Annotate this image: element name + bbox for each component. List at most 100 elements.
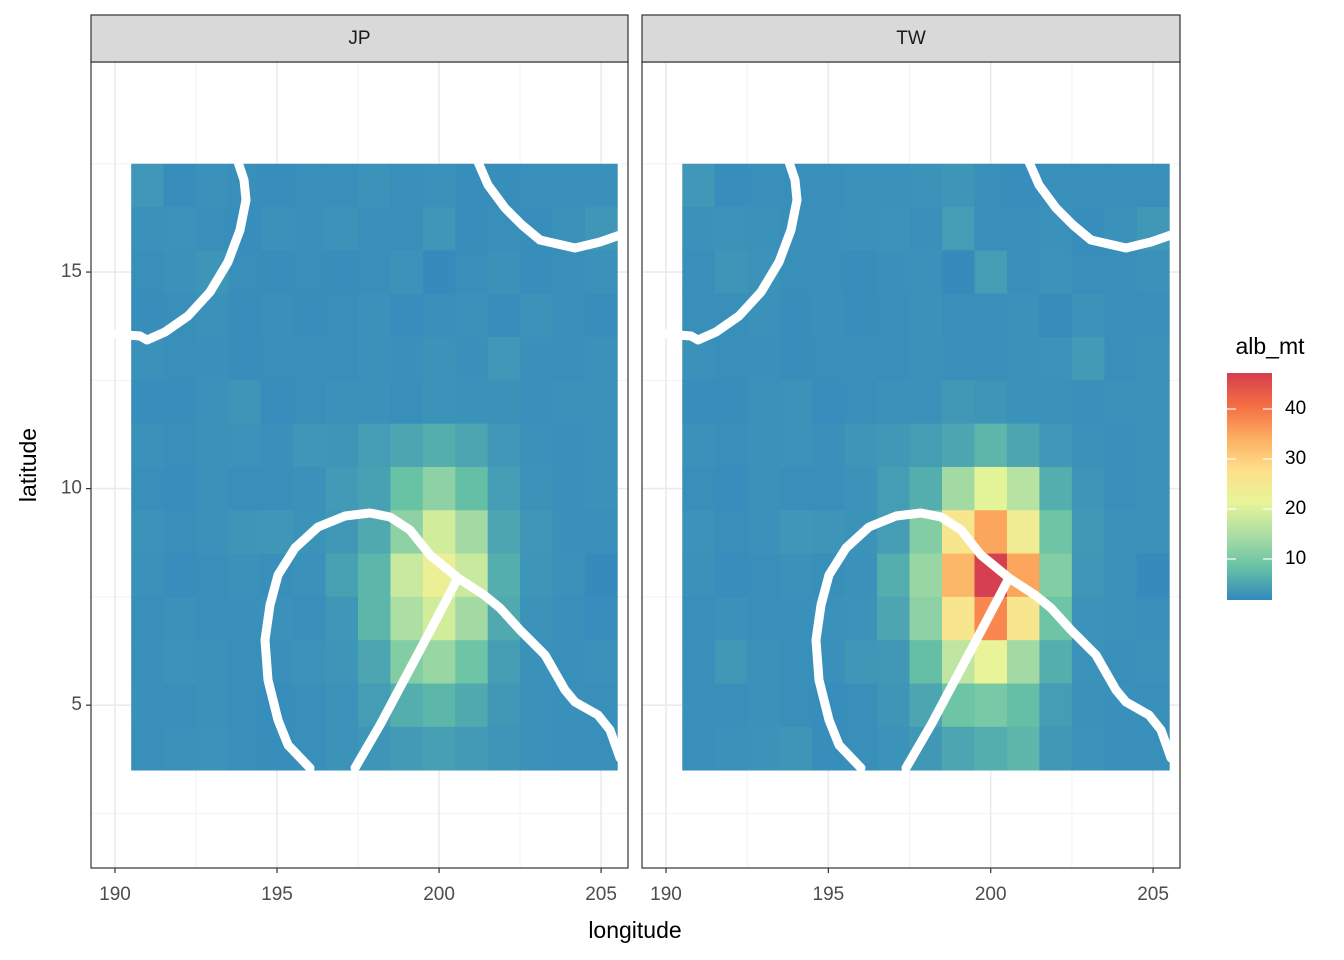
heat-cell	[520, 380, 553, 425]
heat-cell	[747, 163, 781, 208]
heat-cell	[260, 207, 294, 251]
heat-cell	[1039, 553, 1073, 598]
heat-cell	[1071, 423, 1105, 468]
heat-cell	[844, 553, 878, 598]
heat-cell	[131, 423, 164, 468]
heat-cell	[520, 683, 553, 728]
heat-cell	[552, 250, 586, 295]
heat-cell	[487, 510, 521, 554]
heat-cell	[779, 596, 813, 641]
heat-cell	[390, 207, 424, 251]
heat-cell	[1071, 553, 1105, 598]
heat-cell	[487, 423, 521, 468]
heat-cell	[552, 510, 586, 554]
heat-cell	[682, 163, 716, 208]
heat-cell	[422, 207, 456, 251]
heat-cell	[1006, 640, 1040, 684]
heat-cell	[552, 380, 586, 425]
heat-cell	[1071, 337, 1105, 381]
heat-cell	[293, 380, 327, 425]
heat-cell	[422, 163, 456, 208]
heat-cell	[909, 250, 943, 295]
heat-cell	[325, 293, 359, 338]
heat-cell	[228, 337, 262, 381]
heat-cell	[455, 207, 489, 251]
heat-cell	[196, 510, 229, 554]
heat-cell	[358, 207, 391, 251]
heat-cell	[1136, 250, 1170, 295]
heat-cell	[487, 337, 521, 381]
heat-cell	[1104, 466, 1138, 511]
heat-cell	[228, 640, 262, 684]
heat-cell	[974, 466, 1008, 511]
heat-cell	[877, 640, 910, 684]
heat-cell	[714, 683, 748, 728]
heat-cell	[293, 423, 327, 468]
heat-cell	[390, 726, 424, 771]
heat-cell	[1006, 423, 1040, 468]
heat-cell	[942, 337, 975, 381]
heat-cell	[1136, 640, 1170, 684]
heat-cell	[487, 683, 521, 728]
heat-cell	[779, 423, 813, 468]
heat-cell	[163, 683, 197, 728]
heat-cell	[844, 380, 878, 425]
heat-cell	[779, 510, 813, 554]
heat-cell	[196, 596, 229, 641]
heat-cell	[877, 250, 910, 295]
heat-cell	[779, 337, 813, 381]
y-axis-label: latitude	[15, 428, 41, 502]
heat-cell	[974, 726, 1008, 771]
heat-cell	[942, 726, 975, 771]
heat-cell	[877, 596, 910, 641]
heat-cell	[325, 596, 359, 641]
heat-cell	[390, 596, 424, 641]
heat-cell	[455, 510, 489, 554]
heat-cell	[325, 466, 359, 511]
heat-cell	[358, 423, 391, 468]
heat-cell	[877, 293, 910, 338]
x-tick-label: 205	[1137, 884, 1169, 905]
heat-cell	[552, 337, 586, 381]
heat-cell	[714, 163, 748, 208]
strip-label: JP	[348, 28, 370, 49]
heat-cell	[1039, 640, 1073, 684]
heat-cell	[196, 553, 229, 598]
heat-cell	[942, 207, 975, 251]
heat-cell	[779, 683, 813, 728]
heat-cell	[487, 293, 521, 338]
heat-cell	[974, 683, 1008, 728]
heat-cell	[942, 466, 975, 511]
heat-cell	[844, 466, 878, 511]
heat-cell	[714, 207, 748, 251]
heat-cell	[293, 553, 327, 598]
heat-cell	[747, 640, 781, 684]
heat-cell	[390, 466, 424, 511]
heat-cell	[260, 510, 294, 554]
heat-cell	[358, 250, 391, 295]
heat-cell	[131, 207, 164, 251]
heat-cell	[974, 380, 1008, 425]
heat-cell	[358, 337, 391, 381]
heat-cell	[455, 726, 489, 771]
heat-cell	[163, 726, 197, 771]
heat-cell	[812, 466, 846, 511]
heat-cell	[455, 423, 489, 468]
heat-cell	[163, 640, 197, 684]
heat-cell	[714, 553, 748, 598]
heat-cell	[877, 553, 910, 598]
heat-cell	[552, 726, 586, 771]
heat-cell	[455, 596, 489, 641]
heat-cell	[974, 250, 1008, 295]
heat-cell	[844, 683, 878, 728]
heat-cell	[422, 250, 456, 295]
heat-cell	[163, 466, 197, 511]
heat-cell	[682, 553, 716, 598]
heat-cell	[487, 726, 521, 771]
y-tick-label: 15	[61, 261, 82, 282]
heat-cell	[1071, 466, 1105, 511]
heat-cell	[779, 553, 813, 598]
heat-cell	[358, 293, 391, 338]
heat-cell	[293, 250, 327, 295]
